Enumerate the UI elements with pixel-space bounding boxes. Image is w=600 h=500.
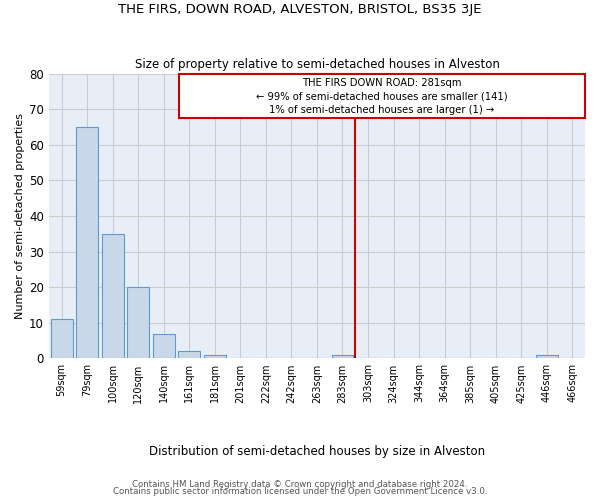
Bar — [204, 355, 226, 358]
Title: Size of property relative to semi-detached houses in Alveston: Size of property relative to semi-detach… — [134, 58, 499, 71]
Bar — [127, 287, 149, 358]
X-axis label: Distribution of semi-detached houses by size in Alveston: Distribution of semi-detached houses by … — [149, 444, 485, 458]
Bar — [76, 127, 98, 358]
Text: ← 99% of semi-detached houses are smaller (141): ← 99% of semi-detached houses are smalle… — [256, 92, 508, 102]
Text: Contains HM Land Registry data © Crown copyright and database right 2024.: Contains HM Land Registry data © Crown c… — [132, 480, 468, 489]
Text: THE FIRS DOWN ROAD: 281sqm: THE FIRS DOWN ROAD: 281sqm — [302, 78, 462, 88]
Bar — [536, 355, 557, 358]
Bar — [178, 352, 200, 358]
Bar — [332, 355, 353, 358]
FancyBboxPatch shape — [179, 74, 585, 118]
Bar — [153, 334, 175, 358]
Text: Contains public sector information licensed under the Open Government Licence v3: Contains public sector information licen… — [113, 487, 487, 496]
Bar — [102, 234, 124, 358]
Text: 1% of semi-detached houses are larger (1) →: 1% of semi-detached houses are larger (1… — [269, 105, 494, 115]
Bar — [51, 320, 73, 358]
Y-axis label: Number of semi-detached properties: Number of semi-detached properties — [15, 113, 25, 319]
Text: THE FIRS, DOWN ROAD, ALVESTON, BRISTOL, BS35 3JE: THE FIRS, DOWN ROAD, ALVESTON, BRISTOL, … — [118, 2, 482, 16]
